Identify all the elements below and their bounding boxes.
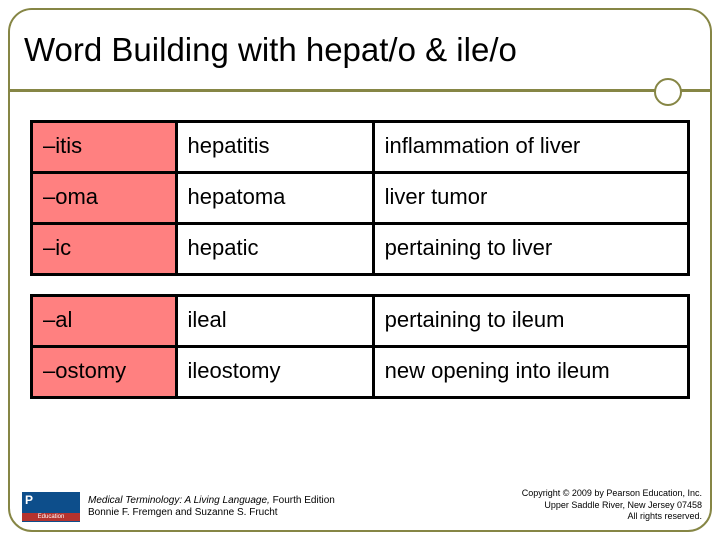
def-cell: pertaining to ileum (373, 296, 688, 347)
table-row: –itis hepatitis inflammation of liver (32, 122, 689, 173)
content-area: –itis hepatitis inflammation of liver –o… (30, 120, 690, 417)
footer-left: Education Medical Terminology: A Living … (22, 492, 335, 522)
suffix-cell: –ic (32, 224, 177, 275)
def-cell: liver tumor (373, 173, 688, 224)
footer-right: Copyright © 2009 by Pearson Education, I… (522, 488, 702, 522)
table-row: –ic hepatic pertaining to liver (32, 224, 689, 275)
table-row: –al ileal pertaining to ileum (32, 296, 689, 347)
slide-title: Word Building with hepat/o & ile/o (24, 31, 517, 69)
corner-ornament (654, 78, 682, 106)
term-cell: hepatoma (176, 173, 373, 224)
def-cell: new opening into ileum (373, 347, 688, 398)
table-row: –ostomy ileostomy new opening into ileum (32, 347, 689, 398)
def-cell: inflammation of liver (373, 122, 688, 173)
logo-subtext: Education (22, 513, 80, 521)
term-cell: hepatic (176, 224, 373, 275)
table-row: –oma hepatoma liver tumor (32, 173, 689, 224)
copyright-line: Upper Saddle River, New Jersey 07458 (544, 500, 702, 510)
copyright-line: All rights reserved. (627, 511, 702, 521)
suffix-cell: –oma (32, 173, 177, 224)
book-info: Medical Terminology: A Living Language, … (88, 495, 335, 520)
term-cell: ileostomy (176, 347, 373, 398)
book-edition: Fourth Edition (273, 495, 335, 506)
title-bar: Word Building with hepat/o & ile/o (10, 10, 710, 92)
def-cell: pertaining to liver (373, 224, 688, 275)
book-authors: Bonnie F. Fremgen and Suzanne S. Frucht (88, 507, 278, 518)
copyright-line: Copyright © 2009 by Pearson Education, I… (522, 488, 702, 498)
word-table-ileo: –al ileal pertaining to ileum –ostomy il… (30, 294, 690, 399)
book-title: Medical Terminology: A Living Language, (88, 495, 273, 506)
footer: Education Medical Terminology: A Living … (22, 488, 702, 522)
pearson-logo: Education (22, 492, 80, 522)
word-table-hepato: –itis hepatitis inflammation of liver –o… (30, 120, 690, 276)
term-cell: ileal (176, 296, 373, 347)
suffix-cell: –ostomy (32, 347, 177, 398)
suffix-cell: –itis (32, 122, 177, 173)
suffix-cell: –al (32, 296, 177, 347)
term-cell: hepatitis (176, 122, 373, 173)
